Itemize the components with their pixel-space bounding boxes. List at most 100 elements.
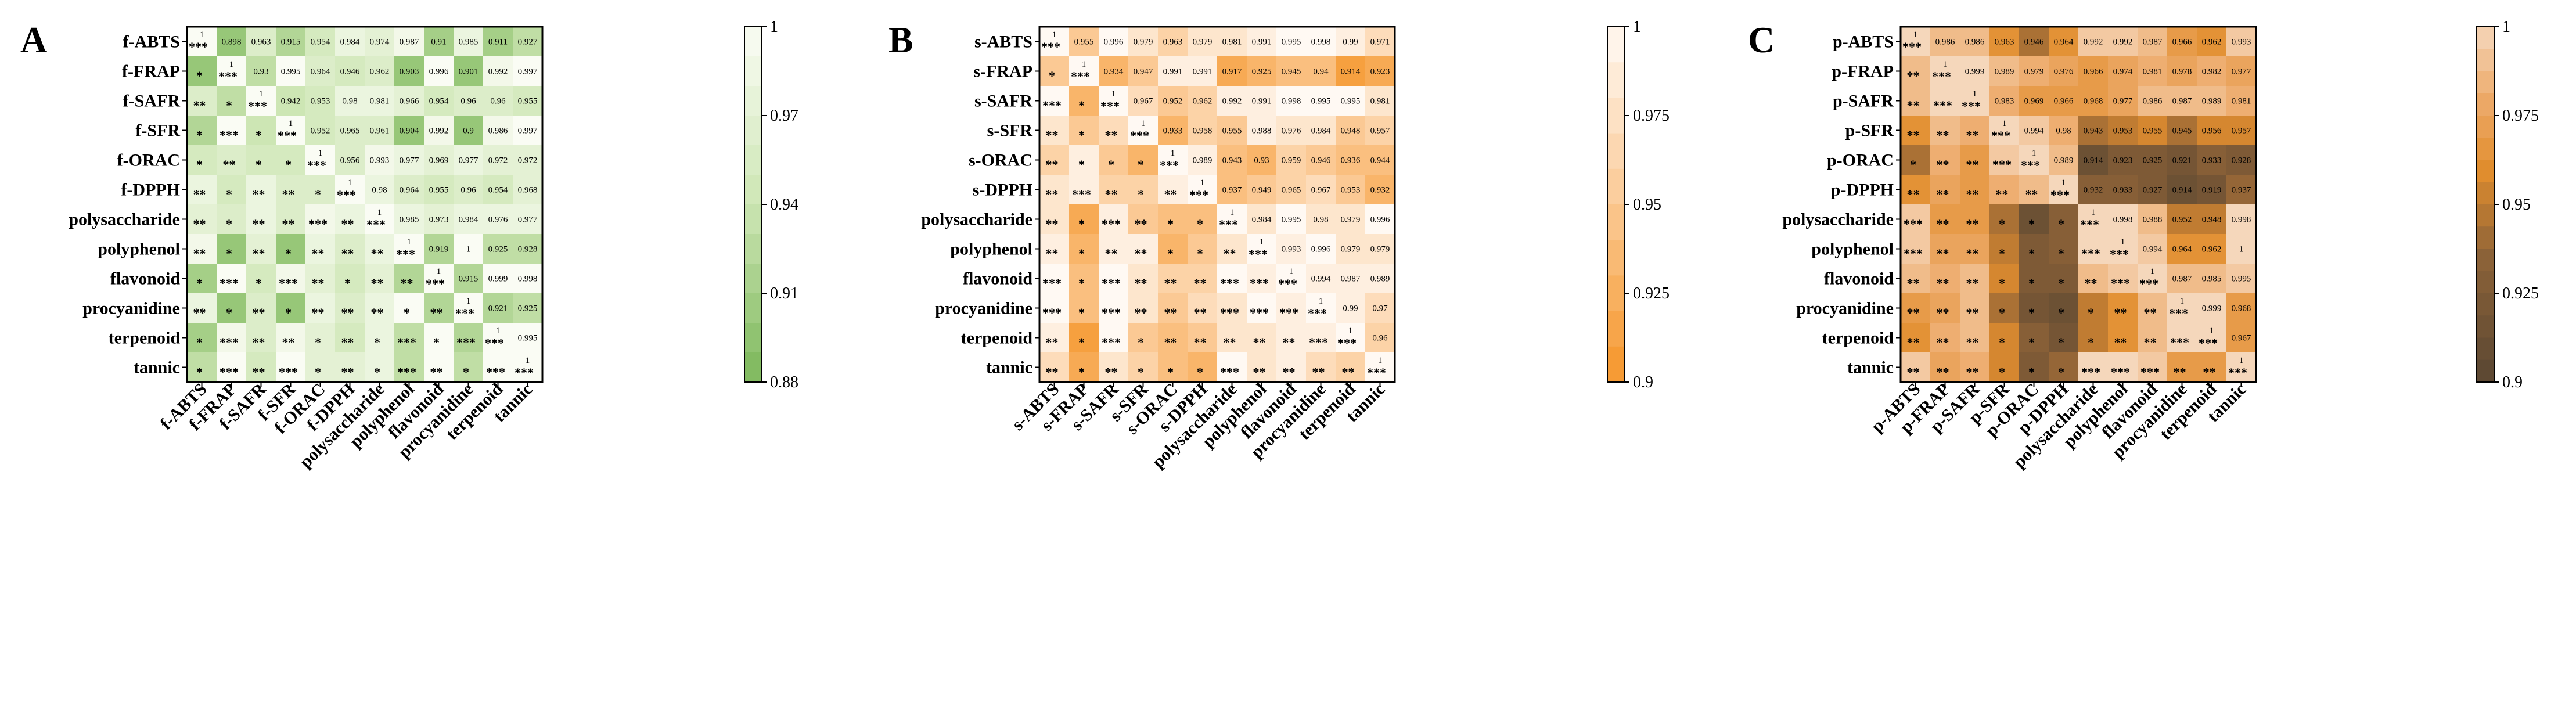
heatmap-cell — [483, 293, 513, 323]
heatmap-cell — [1128, 293, 1158, 323]
heatmap-cell — [1099, 293, 1128, 323]
heatmap-cell — [2049, 352, 2078, 382]
heatmap-cell — [394, 293, 424, 323]
row-label: p-SAFR — [1833, 92, 1894, 111]
cell-significance-label: *** — [2021, 158, 2040, 172]
cell-significance-label: *** — [1220, 365, 1239, 379]
cell-value-label: 0.955 — [1074, 38, 1094, 47]
heatmap-cell — [394, 86, 424, 116]
heatmap-cell — [2167, 116, 2197, 145]
cell-significance-label: *** — [220, 128, 239, 142]
heatmap-cell — [1306, 116, 1336, 145]
cell-significance-label: *** — [2111, 365, 2130, 379]
heatmap-cell — [2226, 352, 2256, 382]
heatmap-cell — [1217, 293, 1247, 323]
heatmap-cell — [187, 204, 217, 234]
heatmap-cell — [187, 234, 217, 264]
cell-value-label: 0.9 — [463, 127, 474, 136]
heatmap-cell — [394, 264, 424, 293]
cell-significance-label: *** — [1220, 305, 1239, 320]
cell-value-label: 0.927 — [518, 38, 538, 47]
row-label: polysaccharide — [69, 210, 180, 229]
heatmap-cell — [2019, 56, 2049, 86]
heatmap-cell — [365, 175, 394, 204]
cell-value-label: 0.949 — [1252, 186, 1272, 195]
cell-value-label: 1 — [1319, 297, 1323, 306]
heatmap-cell — [2197, 116, 2226, 145]
colorbar-swatch — [2477, 337, 2494, 361]
heatmap-cell — [2049, 264, 2078, 293]
heatmap-cell — [1188, 56, 1217, 86]
heatmap-cell — [2197, 204, 2226, 234]
heatmap-cell — [335, 264, 365, 293]
cell-significance-label: ** — [1937, 335, 1949, 350]
heatmap-cell — [1276, 56, 1306, 86]
heatmap-cell — [454, 323, 483, 352]
heatmap-cell — [305, 293, 335, 323]
cell-value-label: 1 — [1260, 237, 1264, 247]
heatmap-cell — [1039, 56, 1069, 86]
heatmap-cell — [1217, 264, 1247, 293]
heatmap-cell — [246, 352, 276, 382]
heatmap-cell — [2197, 145, 2226, 175]
row-label: polyphenol — [950, 240, 1032, 259]
cell-value-label: 0.991 — [1163, 67, 1183, 77]
heatmap-cell — [187, 175, 217, 204]
cell-value-label: 1 — [2239, 245, 2244, 254]
heatmap-cell — [335, 352, 365, 382]
heatmap-cell — [1989, 56, 2019, 86]
cell-value-label: 0.989 — [1193, 156, 1213, 165]
heatmap-cell — [1989, 145, 2019, 175]
heatmap-cell — [246, 264, 276, 293]
cell-significance-label: ** — [1966, 157, 1979, 172]
heatmap-cell — [365, 234, 394, 264]
heatmap-cell — [2049, 234, 2078, 264]
heatmap-cell — [1188, 293, 1217, 323]
cell-significance-label: ** — [1135, 276, 1147, 290]
cell-value-label: 1 — [2032, 149, 2037, 158]
row-label: procyanidine — [1796, 299, 1894, 318]
cell-significance-label: ** — [1907, 187, 1920, 201]
cell-value-label: 0.911 — [488, 38, 508, 47]
cell-significance-label: *** — [307, 158, 326, 172]
cell-significance-label: *** — [1991, 128, 2010, 143]
cell-value-label: 0.962 — [1193, 97, 1213, 106]
cell-significance-label: *** — [1102, 276, 1121, 290]
cell-value-label: 0.998 — [2232, 215, 2251, 225]
heatmap-cell — [483, 264, 513, 293]
heatmap-cell — [424, 293, 454, 323]
cell-value-label: 0.991 — [1193, 67, 1213, 77]
cell-value-label: 0.967 — [1311, 186, 1331, 195]
heatmap-cell — [1306, 27, 1336, 56]
cell-value-label: 0.984 — [1252, 215, 1272, 225]
cell-significance-label: *** — [1249, 247, 1268, 261]
heatmap-cell — [1158, 234, 1188, 264]
colorbar-swatch — [2477, 359, 2494, 383]
heatmap-cell — [305, 56, 335, 86]
cell-significance-label: * — [196, 276, 203, 290]
cell-value-label: 0.969 — [429, 156, 449, 165]
heatmap-cell — [1989, 293, 2019, 323]
heatmap-cell — [2108, 116, 2138, 145]
heatmap-cell — [1336, 145, 1365, 175]
row-label: p-FRAP — [1832, 62, 1894, 81]
colorbar-swatch — [2477, 315, 2494, 338]
cell-value-label: 0.925 — [2143, 156, 2163, 165]
heatmap-cell — [1365, 293, 1395, 323]
cell-significance-label: *** — [2080, 217, 2099, 232]
heatmap-cell — [2167, 293, 2197, 323]
cell-significance-label: * — [196, 365, 203, 379]
cell-significance-label: *** — [278, 128, 297, 143]
row-label: f-FRAP — [122, 62, 180, 81]
heatmap-cell — [454, 116, 483, 145]
heatmap-cell — [276, 352, 305, 382]
heatmap-cell — [1276, 293, 1306, 323]
heatmap-cell — [1039, 352, 1069, 382]
cell-value-label: 0.954 — [429, 97, 449, 106]
cell-significance-label: *** — [485, 336, 504, 350]
cell-significance-label: ** — [223, 157, 236, 172]
cell-significance-label: * — [2058, 335, 2064, 350]
heatmap-cell — [424, 323, 454, 352]
cell-value-label: 0.96 — [1372, 334, 1388, 343]
heatmap-cell — [1960, 116, 1989, 145]
